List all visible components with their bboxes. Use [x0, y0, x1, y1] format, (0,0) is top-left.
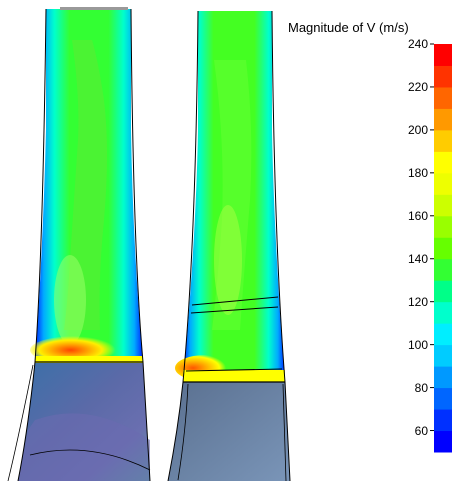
legend-title: Magnitude of V (m/s): [288, 20, 409, 35]
colorbar-segment: [434, 280, 452, 303]
colorbar-segment: [434, 409, 452, 432]
colorbar-segment: [434, 430, 452, 453]
colorbar-segment: [434, 86, 452, 109]
colorbar-segment: [434, 215, 452, 238]
legend-tick-label: 100: [407, 337, 428, 352]
colorbar-segment: [434, 194, 452, 217]
legend-tick-label: 80: [414, 380, 428, 395]
legend-tick-label: 180: [407, 165, 428, 180]
colorbar-segment: [434, 366, 452, 389]
colorbar-segment: [434, 151, 452, 174]
colorbar-segment: [434, 301, 452, 324]
colorbar-segment: [434, 44, 452, 66]
right-base-region: [168, 382, 290, 481]
legend-tick-label: 120: [407, 294, 428, 309]
legend-tick-label: 60: [414, 423, 428, 438]
legend-tick-label: 240: [407, 37, 428, 51]
colorbar-segment: [434, 258, 452, 281]
colorbar-segment: [434, 129, 452, 152]
colorbar: [430, 43, 452, 453]
legend-tick-label: 160: [407, 208, 428, 223]
legend-tick-label: 200: [407, 122, 428, 137]
colorbar-segment: [434, 65, 452, 88]
colorbar-segment: [434, 344, 452, 367]
colorbar-segment: [434, 237, 452, 260]
colorbar-segment: [434, 108, 452, 131]
colorbar-segment: [434, 323, 452, 346]
right-contour-panel: [167, 10, 291, 482]
legend-tick-label: 140: [407, 251, 428, 266]
legend-tick-label: 220: [407, 79, 428, 94]
colorbar-segment: [434, 387, 452, 410]
left-light-band: [54, 255, 86, 345]
left-contour-panel: [7, 7, 151, 482]
colorbar-segment: [434, 172, 452, 195]
